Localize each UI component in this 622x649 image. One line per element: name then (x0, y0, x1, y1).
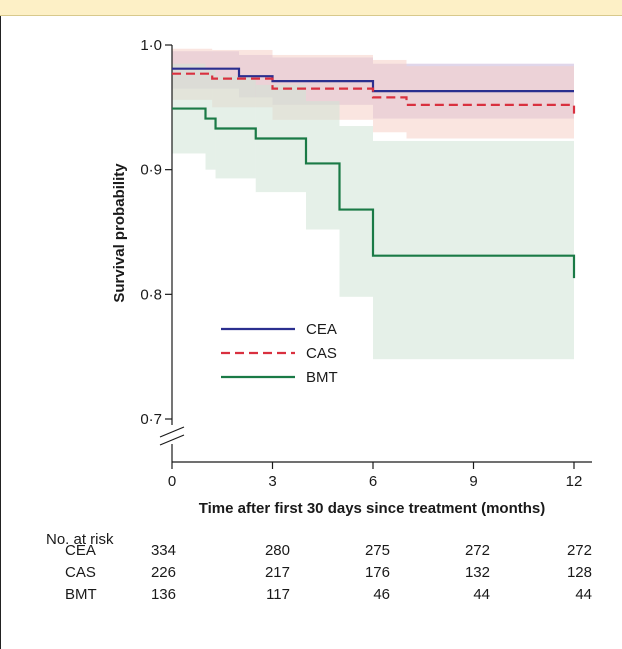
axis-break-mark (159, 434, 185, 446)
x-tick-label: 3 (268, 473, 276, 490)
ci-band-cas (406, 66, 574, 139)
risk-cell: 44 (575, 586, 592, 603)
legend-label-bmt: BMT (306, 369, 338, 386)
risk-cell: 272 (566, 542, 592, 559)
ci-band-bmt (339, 126, 373, 297)
y-tick-label: 0·8 (140, 286, 162, 303)
risk-cell: 275 (364, 542, 390, 559)
legend-label-cea: CEA (306, 321, 337, 338)
risk-cell: 226 (150, 564, 176, 581)
risk-table-title: No. at risk (46, 531, 114, 548)
risk-row-label-cea: CEA (65, 542, 96, 559)
curve-bmt (172, 107, 576, 279)
legend-label-cas: CAS (306, 345, 337, 362)
survival-curves (172, 67, 576, 279)
confidence-bands (172, 48, 574, 360)
header-bar (0, 0, 622, 16)
ci-band-bmt (306, 101, 340, 230)
ci-band-cas (373, 59, 407, 133)
risk-cell: 217 (264, 564, 290, 581)
y-axis-title: Survival probability (111, 163, 128, 303)
ci-band-bmt (215, 76, 256, 179)
risk-cell: 128 (566, 564, 592, 581)
risk-cell: 334 (150, 542, 176, 559)
risk-row-label-cas: CAS (65, 564, 96, 581)
x-tick-label: 9 (469, 473, 477, 490)
risk-cell: 176 (364, 564, 390, 581)
ci-band-bmt (205, 69, 216, 170)
x-tick-label: 12 (566, 473, 583, 490)
panel-left-border (0, 16, 1, 649)
y-tick-label: 0·7 (140, 411, 162, 428)
y-tick-label: 1·0 (140, 37, 162, 54)
risk-cell: 136 (150, 586, 176, 603)
risk-cell: 132 (464, 564, 490, 581)
risk-cell: 272 (464, 542, 490, 559)
x-tick-label: 6 (369, 473, 377, 490)
risk-cell: 46 (373, 586, 390, 603)
y-tick-label: 0·9 (140, 162, 162, 179)
x-tick-label: 0 (168, 473, 176, 490)
ci-band-bmt (373, 140, 574, 360)
axis-break-mark (159, 426, 185, 438)
risk-cell: 280 (264, 542, 290, 559)
x-axis-title: Time after first 30 days since treatment… (199, 500, 546, 517)
risk-row-label-bmt: BMT (65, 586, 97, 603)
risk-cell: 44 (473, 586, 490, 603)
curve-cas (172, 72, 576, 114)
legend: CEA CAS BMT (221, 321, 338, 386)
risk-cell: 117 (266, 586, 290, 603)
